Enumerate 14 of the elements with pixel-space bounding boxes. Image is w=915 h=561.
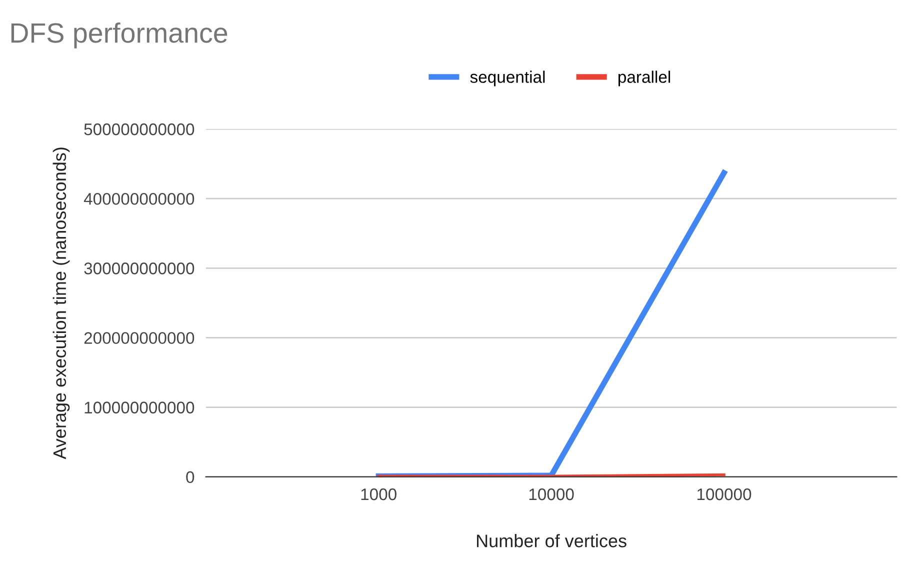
y-tick-label: 100000000000: [84, 402, 194, 414]
chart-title: DFS performance: [11, 22, 228, 48]
y-tick-label: 300000000000: [84, 262, 194, 274]
legend-label: parallel: [618, 70, 670, 86]
x-axis-title: Number of vertices: [477, 534, 626, 548]
x-tick-label: 1000: [361, 488, 396, 500]
y-axis-title: Average execution time (nanoseconds): [52, 148, 70, 460]
y-tick-label: 0: [186, 471, 194, 484]
legend-label: sequential: [470, 70, 545, 86]
x-tick-label: 100000: [697, 488, 752, 500]
y-tick-label: 200000000000: [84, 332, 194, 344]
x-tick-label: 10000: [529, 488, 574, 500]
y-tick-label: 500000000000: [84, 123, 194, 136]
y-tick-label: 400000000000: [84, 192, 194, 205]
